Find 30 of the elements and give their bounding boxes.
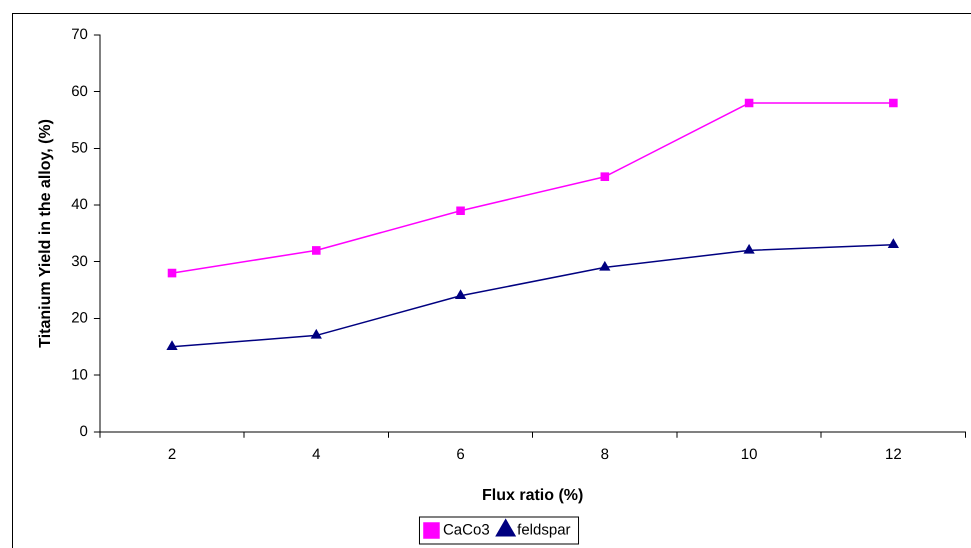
point [600,262,610,271]
point [455,290,466,300]
x-tick-label: 4 [312,446,320,463]
x-tick-label: 2 [168,446,176,463]
point [600,172,610,181]
y-tick-label: 30 [71,252,88,270]
point [744,98,754,108]
y-tick-label: 60 [71,82,88,100]
y-tick-label: 20 [71,310,88,327]
point [166,341,178,350]
x-axis-title: Flux ratio (%) [482,486,584,504]
y-tick-label: 70 [71,26,88,44]
point [744,244,754,254]
point [889,98,898,108]
y-tick-label: 50 [71,140,88,157]
point [456,206,465,216]
point [311,330,322,339]
legend-label: feldspar [517,522,571,539]
point [312,246,321,255]
x-tick-label: 6 [456,446,465,463]
point [168,268,176,278]
y-axis-title: Titanium Yield in the alloy, (%) [37,119,54,348]
x-tick-label: 10 [740,446,758,463]
x-tick-label: 8 [600,446,609,463]
point [888,238,898,248]
x-tick-label: 12 [885,446,902,463]
legend-label: CaCo3 [442,522,490,539]
y-tick-label: 10 [71,366,88,384]
y-tick-label: 0 [80,422,88,440]
y-tick-label: 40 [71,196,88,214]
